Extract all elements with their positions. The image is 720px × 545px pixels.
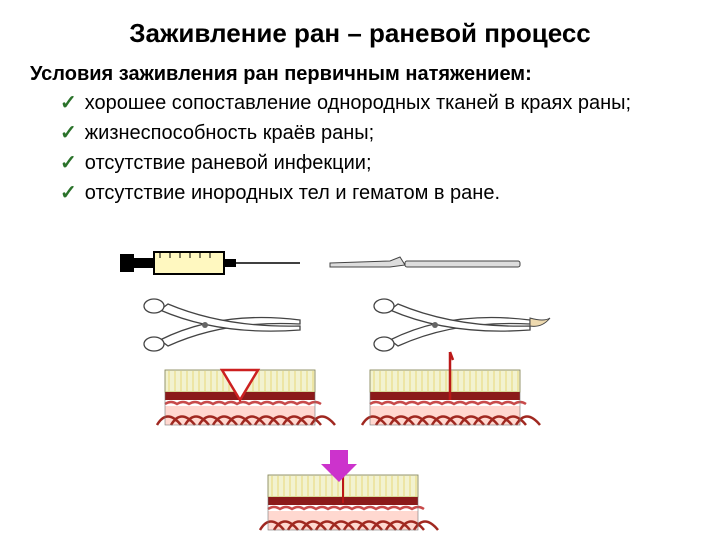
list-text: жизнеспособность краёв раны; — [85, 120, 374, 147]
page-title: Заживление ран – раневой процесс — [0, 0, 720, 49]
conditions-list: ✓ хорошее сопоставление однородных тканей… — [60, 90, 720, 207]
list-text: отсутствие инородных тел и гематом в ран… — [85, 180, 500, 207]
list-text: отсутствие раневой инфекции; — [85, 150, 372, 177]
check-icon: ✓ — [60, 90, 77, 117]
wound-healing-diagram — [0, 240, 720, 540]
list-item: ✓ жизнеспособность краёв раны; — [60, 120, 720, 147]
check-icon: ✓ — [60, 180, 77, 207]
check-icon: ✓ — [60, 150, 77, 177]
list-item: ✓ отсутствие инородных тел и гематом в ра… — [60, 180, 720, 207]
list-item: ✓ хорошее сопоставление однородных тканей… — [60, 90, 720, 117]
list-text: хорошее сопоставление однородных тканей … — [85, 90, 631, 117]
list-item: ✓ отсутствие раневой инфекции; — [60, 150, 720, 177]
check-icon: ✓ — [60, 120, 77, 147]
subtitle: Условия заживления ран первичным натяжен… — [30, 63, 720, 86]
